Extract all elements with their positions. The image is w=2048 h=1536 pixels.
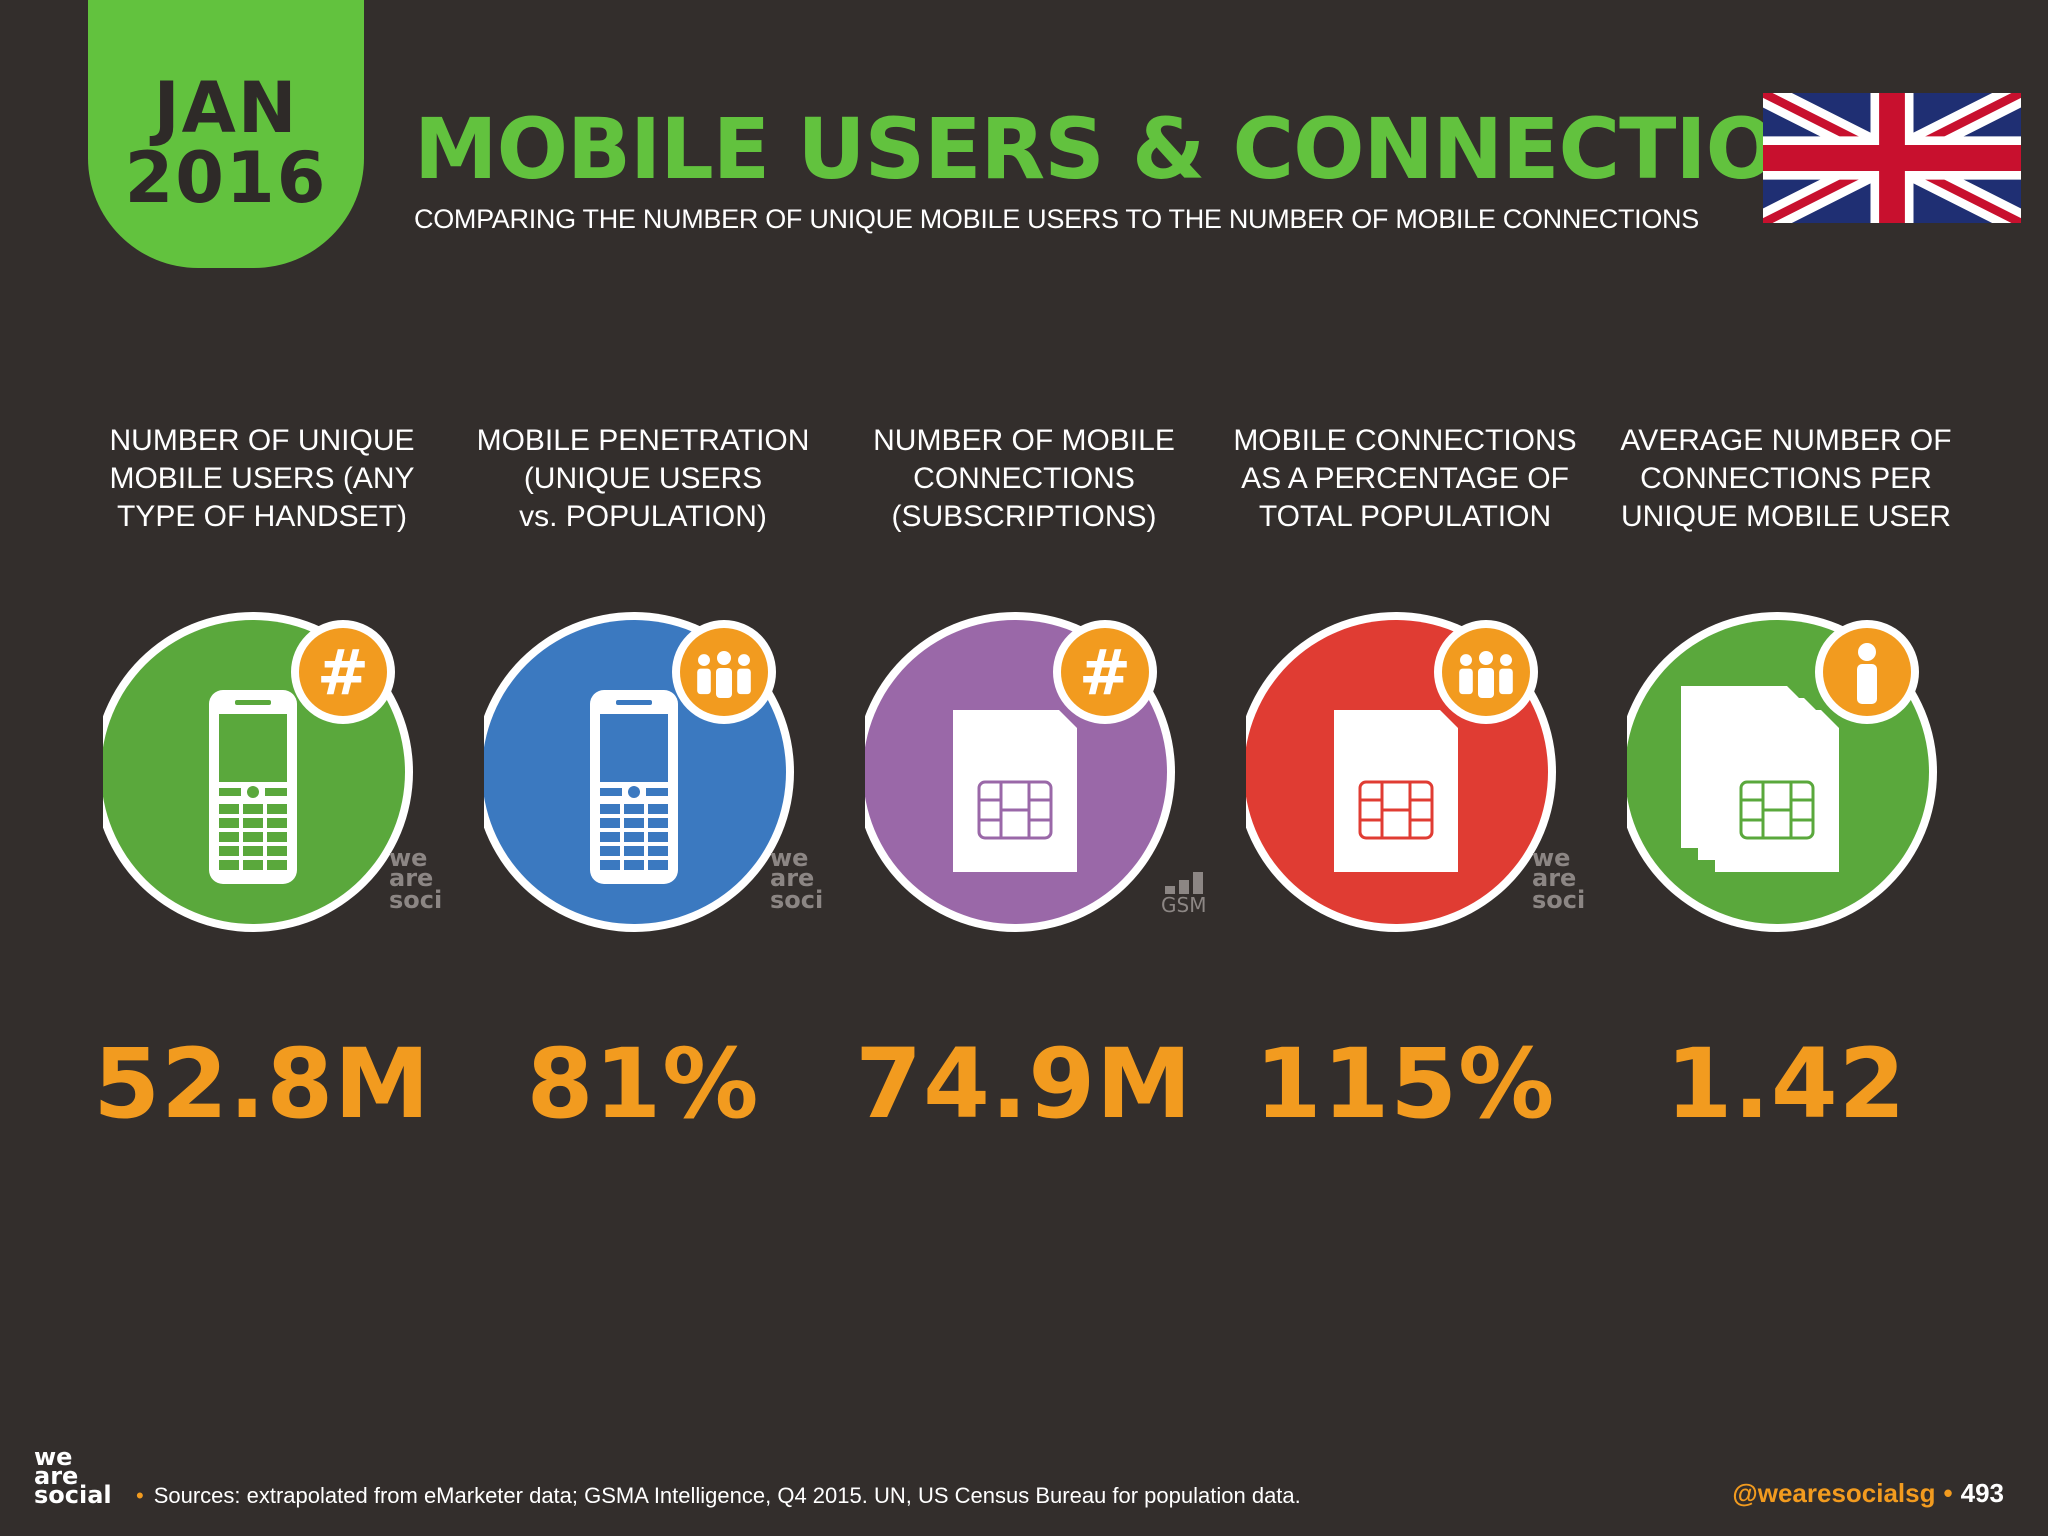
stat-label-line: vs. POPULATION) <box>519 500 767 533</box>
svg-text:#: # <box>317 636 369 709</box>
stat-icon: we are social <box>474 610 848 940</box>
stat-label: NUMBER OF MOBILE CONNECTIONS (SUBSCRIPTION… <box>832 422 1216 536</box>
stat-icon: # we are social <box>93 610 467 940</box>
sim-card-icon <box>1715 710 1839 872</box>
hash-icon: # <box>291 620 395 724</box>
watermark-logo: we are social <box>389 844 467 914</box>
stat-icon: # GSMA <box>855 610 1225 940</box>
people-icon <box>1434 620 1538 724</box>
watermark-logo: we are social <box>1532 844 1610 914</box>
svg-text:GSMA: GSMA <box>1161 893 1205 917</box>
stat-label-line: (UNIQUE USERS <box>523 462 763 495</box>
svg-text:are: are <box>1532 864 1576 892</box>
stat-value: 81% <box>526 1028 760 1140</box>
stat-label: MOBILE PENETRATION (UNIQUE USERS vs. POPUL… <box>451 422 835 536</box>
sources-note: • Sources: extrapolated from eMarketer da… <box>136 1483 1301 1509</box>
stat-value: 1.42 <box>1665 1028 1907 1140</box>
sim-card-icon <box>953 710 1077 872</box>
stat-column: NUMBER OF MOBILE CONNECTIONS (SUBSCRIPTION… <box>832 0 1225 1200</box>
svg-text:we: we <box>770 844 808 872</box>
stat-label: NUMBER OF UNIQUE MOBILE USERS (ANY TYPE OF… <box>70 422 454 536</box>
mobile-phone-icon <box>590 690 678 884</box>
stat-label-line: TOTAL POPULATION <box>1258 500 1552 533</box>
svg-text:social: social <box>1532 886 1586 914</box>
person-icon <box>1815 620 1919 724</box>
sim-cards-stack-icon <box>1681 686 1839 872</box>
stat-label-line: TYPE OF HANDSET) <box>116 500 408 533</box>
stat-value: 52.8M <box>93 1028 431 1140</box>
sources-text: Sources: extrapolated from eMarketer dat… <box>153 1483 1301 1508</box>
page-subtitle: COMPARING THE NUMBER OF UNIQUE MOBILE US… <box>414 204 1699 234</box>
stat-column: AVERAGE NUMBER OF CONNECTIONS PER UNIQUE M… <box>1594 0 1978 1200</box>
stat-label-line: MOBILE CONNECTIONS <box>1233 424 1577 457</box>
date-year: 2016 <box>124 137 328 219</box>
stat-label: MOBILE CONNECTIONS AS A PERCENTAGE OF TOTA… <box>1213 422 1597 536</box>
stat-icon: we are social <box>1236 610 1610 940</box>
footer-handle: @wearesocialsg • 493 <box>1732 1478 2004 1509</box>
stat-label-line: NUMBER OF UNIQUE <box>109 424 415 457</box>
stat-column: MOBILE CONNECTIONS AS A PERCENTAGE OF TOTA… <box>1213 0 1610 1200</box>
mobile-phone-icon <box>209 690 297 884</box>
hash-icon: # <box>1053 620 1157 724</box>
stat-label-line: (SUBSCRIPTIONS) <box>891 500 1157 533</box>
svg-text:are: are <box>770 864 814 892</box>
logo-line: social <box>34 1481 112 1509</box>
stat-label-line: MOBILE PENETRATION <box>476 424 810 457</box>
stats-row: NUMBER OF UNIQUE MOBILE USERS (ANY TYPE OF… <box>70 0 1990 1536</box>
watermark-logo: we are social <box>770 844 848 914</box>
svg-text:#: # <box>1079 636 1131 709</box>
svg-text:social: social <box>389 886 443 914</box>
stat-label-line: CONNECTIONS <box>913 462 1135 495</box>
svg-text:we: we <box>389 844 427 872</box>
stat-label-line: AS A PERCENTAGE OF <box>1241 462 1569 495</box>
footer-logo: we are social <box>34 1443 112 1509</box>
bullet-icon: • <box>136 1483 144 1508</box>
svg-text:social: social <box>770 886 824 914</box>
page-title: MOBILE USERS & CONNECTIONS <box>414 100 1906 198</box>
logo-line: are <box>34 1462 79 1490</box>
stat-label-line: AVERAGE NUMBER OF <box>1620 424 1952 457</box>
svg-text:we: we <box>1532 844 1570 872</box>
logo-line: we <box>34 1443 73 1471</box>
svg-text:are: are <box>389 864 433 892</box>
stat-label-line: MOBILE USERS (ANY <box>109 462 415 495</box>
separator-dot: • <box>1943 1478 1953 1508</box>
people-icon <box>672 620 776 724</box>
stat-value: 74.9M <box>855 1028 1193 1140</box>
uk-flag-icon <box>1763 93 2021 223</box>
gsma-logo: GSMA <box>1161 864 1225 917</box>
stat-label-line: CONNECTIONS PER <box>1640 462 1932 495</box>
sim-card-icon <box>1334 710 1458 872</box>
stat-label: AVERAGE NUMBER OF CONNECTIONS PER UNIQUE M… <box>1594 422 1978 536</box>
page-number: 493 <box>1960 1478 2004 1508</box>
date-tab: JAN 2016 <box>88 0 364 268</box>
stat-value: 115% <box>1254 1028 1556 1140</box>
stat-icon <box>1617 610 1967 940</box>
stat-label-line: NUMBER OF MOBILE <box>873 424 1175 457</box>
stat-column: NUMBER OF UNIQUE MOBILE USERS (ANY TYPE OF… <box>70 0 467 1200</box>
social-handle[interactable]: @wearesocialsg <box>1732 1478 1936 1508</box>
stat-label-line: UNIQUE MOBILE USER <box>1620 500 1952 533</box>
date-month: JAN <box>153 67 299 149</box>
stat-column: MOBILE PENETRATION (UNIQUE USERS vs. POPUL… <box>451 0 848 1200</box>
